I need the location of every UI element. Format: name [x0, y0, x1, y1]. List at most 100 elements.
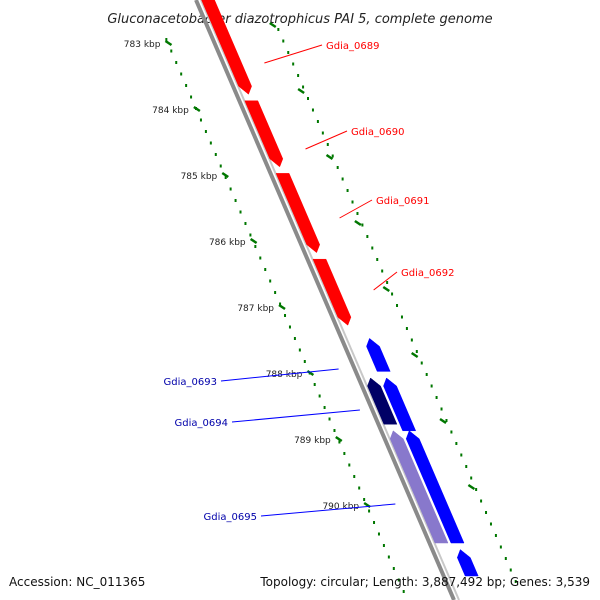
ruler-dot [284, 314, 287, 317]
ruler-dot [204, 130, 207, 133]
ruler-tick-right [410, 351, 419, 359]
gene-label: Gdia_0690 [351, 127, 404, 138]
ruler-dot [165, 38, 168, 41]
ruler-dot [353, 475, 356, 478]
accession-text: Accession: NC_011365 [9, 575, 146, 589]
ruler-dot [259, 256, 262, 260]
ruler-dot [415, 350, 418, 353]
ruler-dot [175, 61, 178, 64]
ruler-tick-label: 790 kbp [322, 502, 359, 512]
ruler-dot [373, 521, 376, 524]
ruler-dot [397, 578, 400, 582]
ruler-dot [190, 95, 193, 99]
ruler-tick-label: 783 kbp [124, 40, 161, 50]
ruler-dot [331, 154, 334, 158]
ruler-dot [470, 476, 473, 480]
ruler-dot [313, 383, 316, 386]
ruler-dot [321, 131, 324, 135]
ruler-dot [264, 268, 267, 271]
ruler-tick-right [439, 417, 447, 425]
ruler-dot [465, 465, 468, 468]
ruler-dot [435, 396, 438, 399]
ruler-tick-right [354, 219, 362, 227]
ruler-dot [274, 291, 277, 294]
ruler-dot [371, 246, 374, 250]
ruler-dot [298, 348, 301, 352]
ruler-tick [335, 435, 343, 443]
ruler-dot [277, 28, 280, 31]
backbone [194, 0, 460, 600]
gene-arrow-Gdia_0693 [366, 337, 391, 372]
ruler-dot [366, 235, 369, 238]
ruler-tick-right [467, 483, 476, 491]
ruler-tick [249, 237, 258, 245]
ruler-dot [311, 108, 314, 112]
backbone-line [194, 0, 456, 600]
ruler-tick-label: 786 kbp [209, 238, 246, 248]
ruler-dot [376, 258, 379, 261]
ruler-dot [269, 279, 272, 283]
ruler-dot [440, 407, 443, 411]
ruler-dot [361, 223, 364, 227]
ruler-dot [514, 580, 517, 583]
ruler-dot [363, 498, 366, 501]
gene-leader [264, 44, 323, 64]
gene-arrow-Gdia_0695 [405, 430, 465, 544]
ruler-dot [343, 452, 346, 455]
gene-track [201, 0, 479, 577]
ruler-dot [214, 153, 217, 156]
ruler-dot [485, 511, 488, 514]
ruler-dot [450, 430, 453, 434]
ruler-dot [405, 327, 408, 330]
gene-leader [220, 368, 339, 382]
ruler-dot [297, 74, 300, 77]
ruler-dot [199, 118, 202, 122]
ruler-dot [396, 304, 399, 307]
gene-leader [231, 409, 360, 423]
gene-arrow-Gdia_0690 [244, 100, 284, 168]
gene-label: Gdia_0693 [164, 377, 217, 388]
ruler-dot [288, 325, 291, 329]
gene-arrow-Gdia_0689 [201, 0, 252, 95]
ruler-tick-label: 785 kbp [181, 172, 218, 182]
ruler-dot [239, 210, 242, 214]
ruler-dot [209, 141, 212, 145]
ruler-dot [356, 212, 359, 215]
ruler-dot [229, 187, 232, 191]
ruler-dot [328, 417, 331, 421]
ruler-dot [318, 394, 321, 398]
ruler-dot [316, 120, 319, 123]
ruler-tick [193, 105, 201, 113]
gene-arrow-segment-7 [367, 377, 398, 425]
ruler-dot [254, 245, 257, 248]
ruler-dot [425, 373, 428, 376]
gene-arrow-Gdia_0692 [312, 258, 352, 326]
ruler-dot [180, 72, 183, 76]
ruler-dot [224, 176, 227, 179]
ruler-dot [307, 97, 310, 100]
ruler-dot [358, 486, 361, 490]
ruler-dot [219, 164, 222, 168]
ruler-dot [170, 49, 173, 53]
ruler-dot [341, 177, 344, 181]
ruler-dot [282, 39, 285, 43]
ruler-dot [430, 384, 433, 388]
map-title: Gluconacetobacter diazotrophicus PAI 5, … [107, 12, 492, 27]
ruler-dot [336, 166, 339, 169]
gene-leader [260, 503, 396, 517]
ruler-dot [279, 302, 282, 306]
ruler-dot [445, 419, 448, 422]
ruler-dot [400, 315, 403, 319]
ruler-dot [381, 269, 384, 273]
gene-label: Gdia_0689 [326, 41, 379, 52]
ruler-dot [323, 406, 326, 409]
gene-arrow-segment-8 [389, 430, 449, 544]
ruler-dot [326, 143, 329, 146]
ruler-tick-label: 787 kbp [237, 304, 274, 314]
ruler-tick-right [297, 87, 305, 95]
ruler-dot [509, 568, 512, 572]
ruler-dot [293, 337, 296, 340]
ruler-tick-label: 784 kbp [152, 106, 189, 116]
